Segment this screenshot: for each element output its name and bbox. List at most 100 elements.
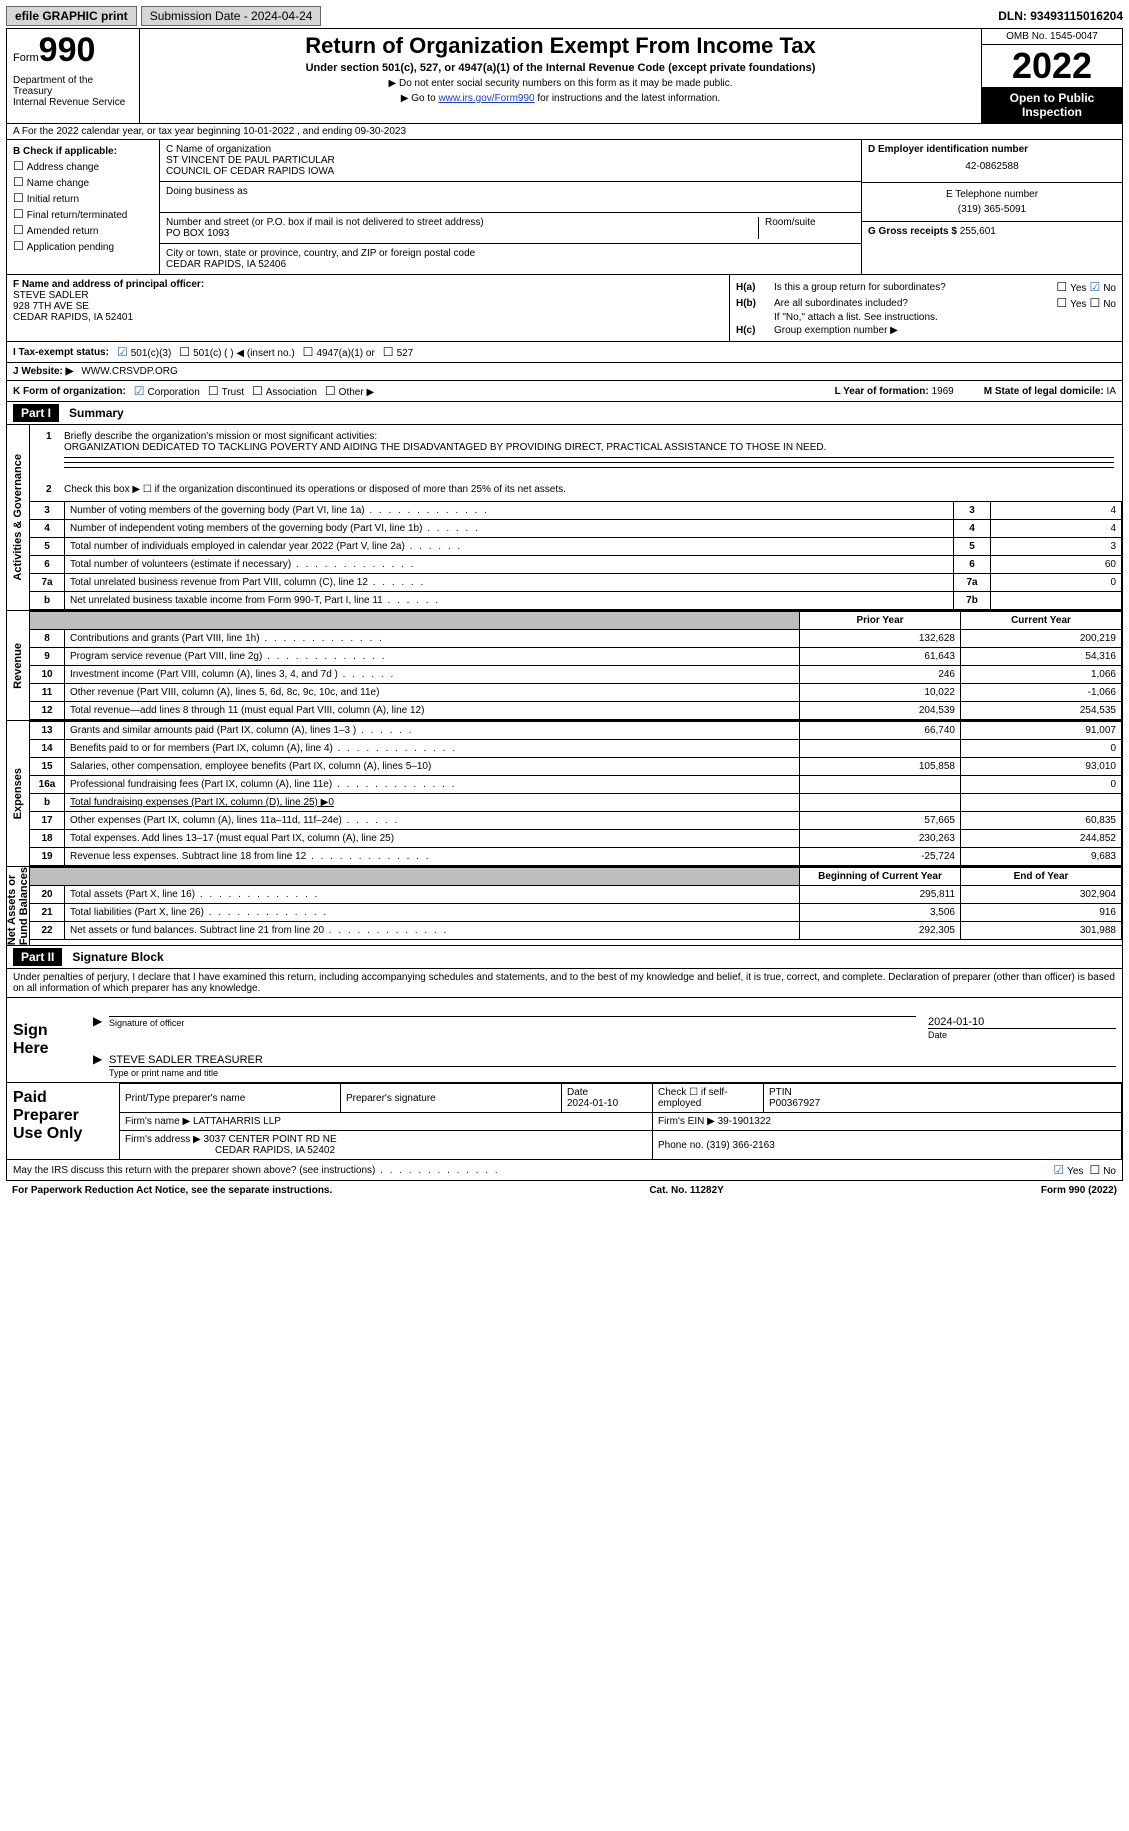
omb-number: OMB No. 1545-0047 (982, 29, 1122, 45)
gross-receipts-label: G Gross receipts $ (868, 226, 957, 237)
form-footer: Form 990 (2022) (1041, 1185, 1117, 1196)
sign-here-label: Sign Here (7, 998, 89, 1082)
gross-receipts-value: 255,601 (960, 226, 996, 237)
hb-label: H(b) (736, 298, 774, 309)
street-label: Number and street (or P.O. box if mail i… (166, 217, 752, 228)
col-b-checkboxes: B Check if applicable: Address change Na… (7, 140, 160, 274)
taxex-4947[interactable]: 4947(a)(1) or (303, 345, 375, 359)
form-of-org-label: K Form of organization: (13, 386, 126, 397)
form-number-box: Form990 Department of the Treasury Inter… (7, 29, 140, 123)
row-a-tax-year: A For the 2022 calendar year, or tax yea… (7, 124, 1122, 140)
city-label: City or town, state or province, country… (166, 248, 855, 259)
hb-yes[interactable]: Yes (1056, 296, 1086, 310)
ha-label: H(a) (736, 282, 774, 293)
telephone-label: E Telephone number (868, 189, 1116, 200)
ein-label: D Employer identification number (868, 144, 1116, 155)
cb-application-pending[interactable]: Application pending (13, 239, 153, 255)
website-label: J Website: ▶ (13, 366, 73, 377)
cb-final-return[interactable]: Final return/terminated (13, 207, 153, 223)
side-activities-governance: Activities & Governance (7, 425, 30, 610)
hc-label: H(c) (736, 325, 774, 336)
officer-addr2: CEDAR RAPIDS, IA 52401 (13, 312, 723, 323)
hb-no[interactable]: No (1089, 296, 1116, 310)
paperwork-notice: For Paperwork Reduction Act Notice, see … (12, 1185, 332, 1196)
cb-initial-return[interactable]: Initial return (13, 191, 153, 207)
goto-suffix: for instructions and the latest informat… (535, 93, 721, 104)
form-word: Form (13, 52, 39, 64)
page-subtitle: Under section 501(c), 527, or 4947(a)(1)… (148, 62, 973, 74)
dba-label: Doing business as (166, 186, 855, 197)
year-formation-label: L Year of formation: (835, 386, 929, 397)
signature-intro: Under penalties of perjury, I declare th… (7, 969, 1122, 997)
q1-label: Briefly describe the organization's miss… (64, 431, 377, 442)
taxex-label: I Tax-exempt status: (13, 347, 109, 358)
side-revenue: Revenue (7, 611, 30, 720)
org-corporation[interactable]: Corporation (134, 384, 200, 398)
irs-discuss-no[interactable]: No (1089, 1163, 1116, 1177)
taxex-501c[interactable]: 501(c) ( ) ◀ (insert no.) (179, 345, 294, 359)
page-title: Return of Organization Exempt From Incom… (148, 33, 973, 59)
website-value: WWW.CRSVDP.ORG (81, 366, 177, 377)
dln: DLN: 93493115016204 (998, 9, 1123, 23)
cb-address-change[interactable]: Address change (13, 159, 153, 175)
printed-name-value: STEVE SADLER TREASURER (109, 1054, 1116, 1067)
goto-prefix: ▶ Go to (401, 93, 439, 104)
sig-officer-label: Signature of officer (89, 1018, 922, 1028)
officer-addr1: 928 7TH AVE SE (13, 301, 723, 312)
ha-text: Is this a group return for subordinates? (774, 282, 946, 293)
form-number: 990 (39, 31, 96, 69)
printed-name-label: Type or print name and title (89, 1068, 1122, 1078)
side-expenses: Expenses (7, 721, 30, 866)
sig-date-label: Date (922, 1030, 1122, 1040)
cb-amended-return[interactable]: Amended return (13, 223, 153, 239)
part-i-tag: Part I (13, 404, 59, 422)
irs-discuss-question: May the IRS discuss this return with the… (13, 1165, 500, 1176)
submission-date: Submission Date - 2024-04-24 (141, 6, 322, 26)
org-name-2: COUNCIL OF CEDAR RAPIDS IOWA (166, 166, 855, 177)
taxex-527[interactable]: 527 (383, 345, 413, 359)
room-suite-label: Room/suite (759, 217, 855, 239)
instructions-link[interactable]: www.irs.gov/Form990 (438, 93, 534, 104)
officer-label: F Name and address of principal officer: (13, 279, 723, 290)
org-name-1: ST VINCENT DE PAUL PARTICULAR (166, 155, 855, 166)
part-ii-title: Signature Block (72, 950, 163, 964)
org-name-label: C Name of organization (166, 144, 855, 155)
officer-name: STEVE SADLER (13, 290, 723, 301)
state-domicile-value: IA (1107, 386, 1116, 397)
col-b-header: B Check if applicable: (13, 144, 153, 159)
part-ii-tag: Part II (13, 948, 62, 966)
instructions-note: ▶ Go to www.irs.gov/Form990 for instruct… (148, 93, 973, 104)
irs-discuss-yes[interactable]: Yes (1053, 1163, 1083, 1177)
side-net-assets: Net Assets or Fund Balances (7, 867, 30, 945)
hc-text: Group exemption number ▶ (774, 325, 898, 336)
ssn-note: ▶ Do not enter social security numbers o… (148, 78, 973, 89)
expenses-table: 13Grants and similar amounts paid (Part … (30, 721, 1122, 866)
org-association[interactable]: Association (252, 384, 317, 398)
efile-print-button[interactable]: efile GRAPHIC print (6, 6, 137, 26)
dept-treasury: Department of the Treasury Internal Reve… (13, 75, 133, 108)
q2-text: Check this box ▶ ☐ if the organization d… (64, 484, 566, 495)
sig-date-value: 2024-01-10 (928, 1016, 1116, 1029)
q1-text: ORGANIZATION DEDICATED TO TACKLING POVER… (64, 442, 826, 453)
governance-table: 3Number of voting members of the governi… (30, 501, 1122, 610)
state-domicile-label: M State of legal domicile: (984, 386, 1104, 397)
city-value: CEDAR RAPIDS, IA 52406 (166, 259, 855, 270)
org-trust[interactable]: Trust (208, 384, 244, 398)
taxex-501c3[interactable]: 501(c)(3) (117, 345, 171, 359)
net-assets-table: Beginning of Current YearEnd of Year 20T… (30, 867, 1122, 940)
street-value: PO BOX 1093 (166, 228, 752, 239)
hb-note: If "No," attach a list. See instructions… (774, 312, 938, 323)
cat-number: Cat. No. 11282Y (649, 1185, 723, 1196)
revenue-table: Prior YearCurrent Year 8Contributions an… (30, 611, 1122, 720)
part-i-title: Summary (69, 406, 124, 420)
paid-preparer-label: Paid Preparer Use Only (7, 1083, 120, 1159)
cb-name-change[interactable]: Name change (13, 175, 153, 191)
ha-yes[interactable]: Yes (1056, 280, 1086, 294)
telephone-value: (319) 365-5091 (868, 200, 1116, 215)
ha-no[interactable]: No (1089, 280, 1116, 294)
q1-num: 1 (46, 431, 52, 442)
year-formation-value: 1969 (931, 386, 953, 397)
org-other[interactable]: Other ▶ (325, 384, 374, 398)
q2-num: 2 (46, 484, 52, 495)
hb-text: Are all subordinates included? (774, 298, 908, 309)
